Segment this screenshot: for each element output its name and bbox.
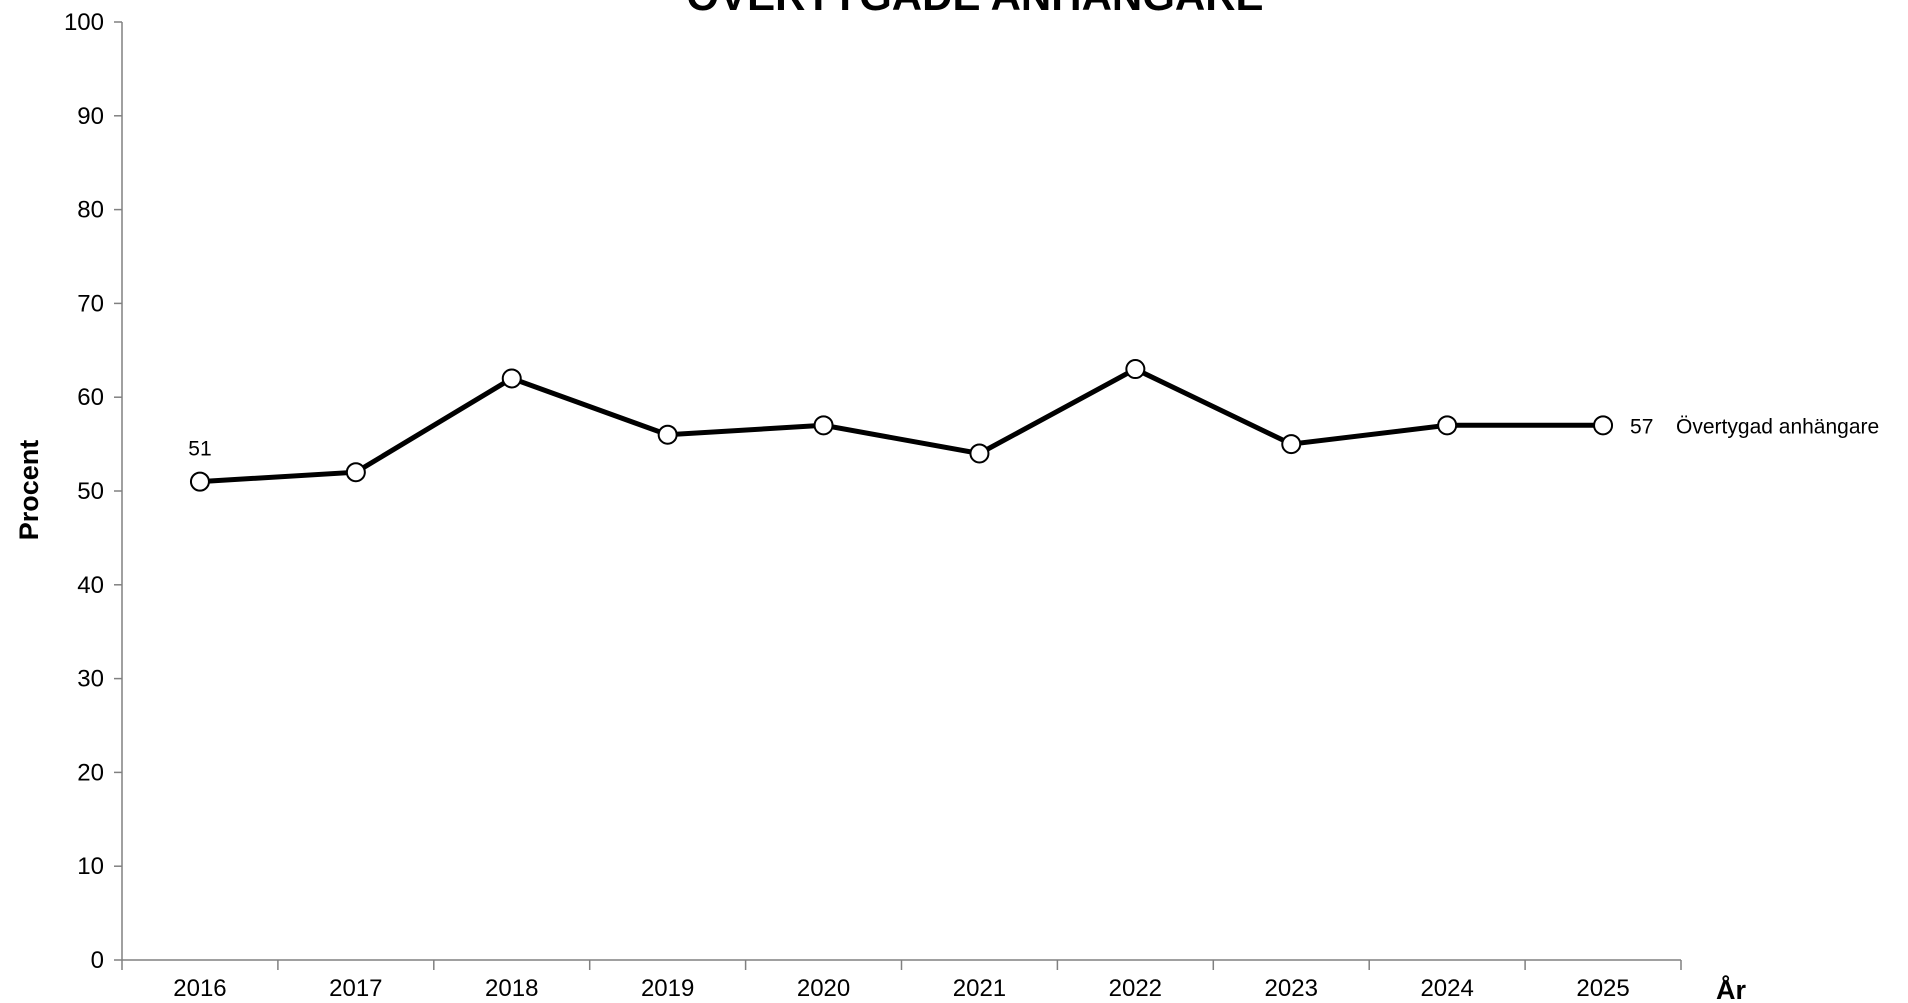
series-name-label: Övertygad anhängare (1676, 415, 1879, 438)
data-point (969, 443, 990, 464)
data-point (1437, 415, 1458, 436)
x-tick-label: 2017 (329, 975, 382, 1002)
y-tick-label: 80 (77, 197, 104, 224)
x-tick-label: 2025 (1576, 975, 1629, 1002)
y-axis-ticks: 0 10 20 30 40 50 60 70 80 90 100 (64, 9, 122, 974)
x-tick-label: 2016 (173, 975, 226, 1002)
data-point (813, 415, 834, 436)
x-tick-label: 2021 (953, 975, 1006, 1002)
y-tick-label: 20 (77, 759, 104, 786)
data-point (345, 462, 366, 483)
x-tick-label: 2020 (797, 975, 850, 1002)
series-layer (189, 359, 1614, 492)
x-tick-label: 2023 (1265, 975, 1318, 1002)
y-tick-label: 30 (77, 666, 104, 693)
series-line (199, 366, 1603, 485)
x-axis-title: År (1716, 974, 1746, 1003)
labels-layer: 51 57 Övertygad anhängare (188, 415, 1879, 460)
x-tick-label: 2022 (1109, 975, 1162, 1002)
y-tick-label: 70 (77, 290, 104, 317)
y-tick-label: 60 (77, 384, 104, 411)
x-tick-label: 2024 (1420, 975, 1473, 1002)
y-tick-label: 100 (64, 9, 104, 36)
data-point (1593, 415, 1614, 436)
chart-title: ÖVERTYGADE ANHÄNGARE (686, 0, 1263, 19)
y-tick-label: 10 (77, 853, 104, 880)
y-tick-label: 40 (77, 572, 104, 599)
y-tick-label: 90 (77, 103, 104, 130)
x-tick-label: 2018 (485, 975, 538, 1002)
data-point (1125, 359, 1146, 380)
data-point (501, 368, 522, 389)
x-axis-ticks: 2016 2017 2018 2019 2020 2021 2022 2023 2024 2025 (121, 960, 1682, 1002)
y-axis-title: Procent (14, 440, 44, 541)
data-label: 51 (188, 438, 211, 461)
data-point (1281, 434, 1302, 455)
data-point (189, 471, 210, 492)
data-label: 57 (1630, 415, 1653, 438)
y-tick-label: 50 (77, 478, 104, 505)
x-tick-label: 2019 (641, 975, 694, 1002)
data-point (657, 424, 678, 445)
y-tick-label: 0 (91, 947, 104, 974)
